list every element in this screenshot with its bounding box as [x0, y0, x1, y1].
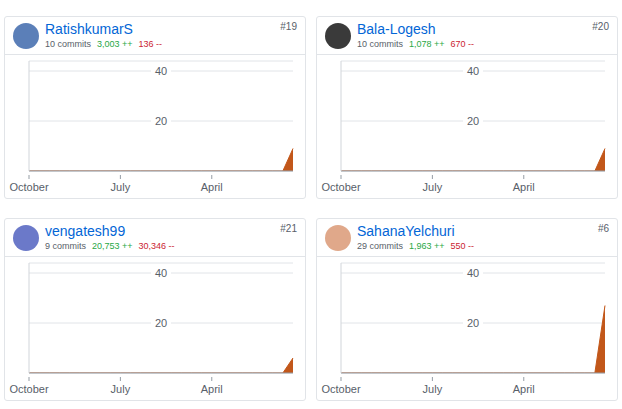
html-text:10 commits: 10 commits — [357, 39, 403, 49]
html-text:9 commits: 9 commits — [45, 241, 86, 251]
svg-text:October: October — [321, 383, 360, 395]
html-text:136 --: 136 -- — [138, 39, 163, 49]
svg-text:July: July — [111, 383, 131, 395]
html-text:29 commits: 29 commits — [357, 241, 403, 251]
svg-text:July: July — [423, 181, 443, 193]
html-text:20,753 ++: 20,753 ++ — [92, 241, 133, 251]
svg-text:20: 20 — [467, 115, 479, 127]
svg-text:40: 40 — [155, 267, 167, 279]
svg-text:April: April — [513, 181, 535, 193]
html-text:3,003 ++: 3,003 ++ — [97, 39, 133, 49]
html-text:vengatesh99: vengatesh99 — [45, 223, 126, 239]
html-text:10 commits: 10 commits — [45, 39, 91, 49]
html-text:30,346 --: 30,346 -- — [138, 241, 175, 251]
svg-text:April: April — [513, 383, 535, 395]
svg-text:April: April — [201, 383, 223, 395]
html-text:#20: #20 — [592, 21, 609, 32]
svg-text:40: 40 — [467, 65, 479, 77]
html-text:#6: #6 — [597, 223, 609, 234]
svg-text:40: 40 — [155, 65, 167, 77]
svg-text:40: 40 — [467, 267, 479, 279]
html-text:RatishkumarS: RatishkumarS — [45, 21, 133, 37]
html-text:1,963 ++: 1,963 ++ — [409, 241, 445, 251]
svg-text:October: October — [9, 181, 48, 193]
html-text:550 --: 550 -- — [450, 241, 475, 251]
html-text:SahanaYelchuri: SahanaYelchuri — [357, 223, 455, 239]
svg-text:July: July — [423, 383, 443, 395]
html-text:#21: #21 — [280, 223, 297, 234]
svg-text:October: October — [9, 383, 48, 395]
svg-text:July: July — [111, 181, 131, 193]
html-text:670 --: 670 -- — [450, 39, 475, 49]
svg-text:April: April — [201, 181, 223, 193]
svg-text:20: 20 — [467, 317, 479, 329]
svg-text:20: 20 — [155, 317, 167, 329]
html-text:#19: #19 — [280, 21, 297, 32]
html-text:1,078 ++: 1,078 ++ — [409, 39, 445, 49]
html-text:Bala-Logesh: Bala-Logesh — [357, 21, 436, 37]
svg-text:20: 20 — [155, 115, 167, 127]
svg-text:October: October — [321, 181, 360, 193]
